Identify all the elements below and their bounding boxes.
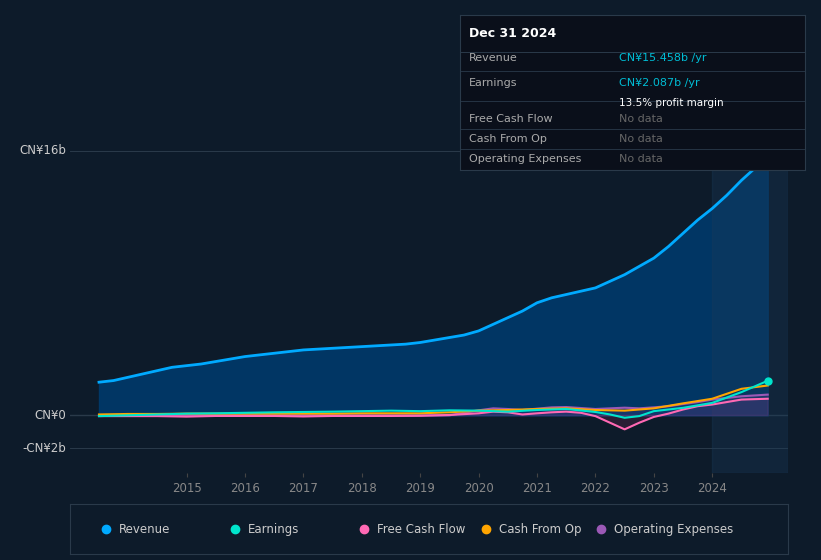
Text: Free Cash Flow: Free Cash Flow	[378, 522, 466, 536]
Text: Free Cash Flow: Free Cash Flow	[469, 114, 553, 124]
Bar	[713, 109, 788, 473]
Text: Revenue: Revenue	[119, 522, 170, 536]
Text: Cash From Op: Cash From Op	[469, 134, 547, 144]
Text: -CN¥2b: -CN¥2b	[22, 442, 67, 455]
Text: Cash From Op: Cash From Op	[499, 522, 582, 536]
Text: No data: No data	[619, 114, 663, 124]
Text: Earnings: Earnings	[248, 522, 300, 536]
Text: CN¥2.087b /yr: CN¥2.087b /yr	[619, 78, 699, 88]
Text: Revenue: Revenue	[469, 53, 517, 63]
Text: Operating Expenses: Operating Expenses	[614, 522, 733, 536]
Text: CN¥16b: CN¥16b	[20, 144, 67, 157]
Text: 13.5% profit margin: 13.5% profit margin	[619, 99, 723, 108]
Text: Earnings: Earnings	[469, 78, 517, 88]
Text: Dec 31 2024: Dec 31 2024	[469, 27, 556, 40]
Text: Operating Expenses: Operating Expenses	[469, 154, 581, 164]
Text: CN¥15.458b /yr: CN¥15.458b /yr	[619, 53, 706, 63]
Text: CN¥0: CN¥0	[34, 409, 67, 422]
Text: No data: No data	[619, 134, 663, 144]
Text: No data: No data	[619, 154, 663, 164]
